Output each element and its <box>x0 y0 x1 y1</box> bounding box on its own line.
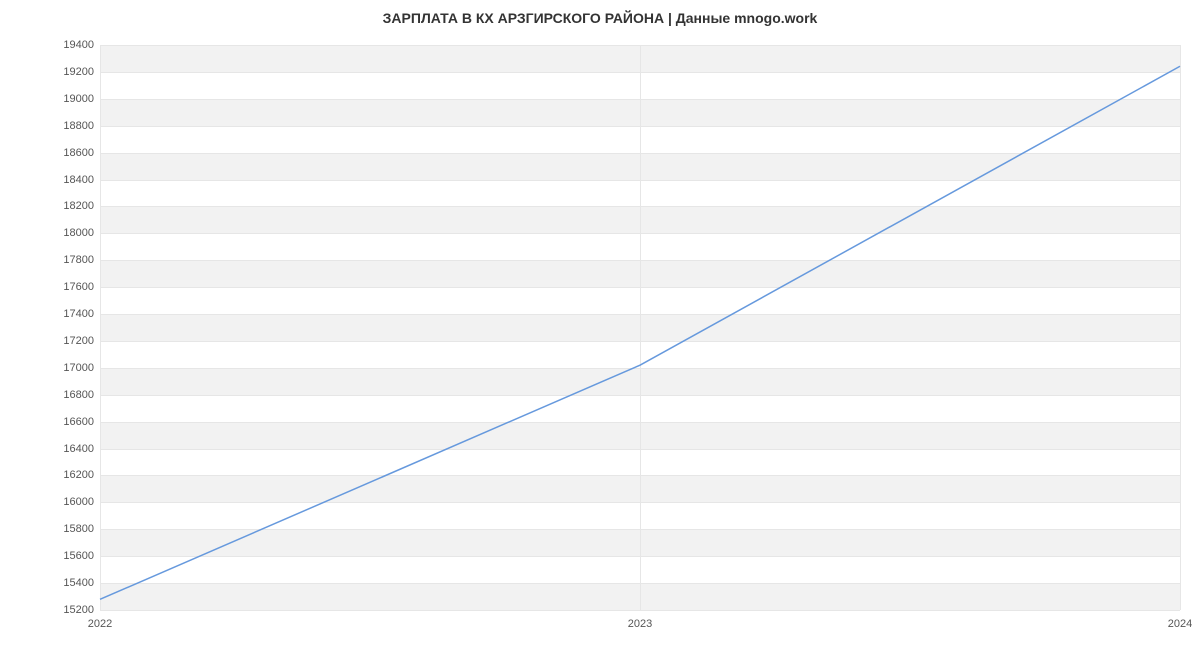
chart-title: ЗАРПЛАТА В КХ АРЗГИРСКОГО РАЙОНА | Данны… <box>0 0 1200 30</box>
y-tick-label: 17600 <box>4 281 94 293</box>
series-line-salary <box>100 66 1180 599</box>
y-tick-label: 15400 <box>4 577 94 589</box>
x-tick-label: 2024 <box>1168 618 1192 630</box>
y-tick-label: 18800 <box>4 120 94 132</box>
y-tick-label: 15200 <box>4 604 94 616</box>
line-layer <box>100 45 1180 610</box>
x-gridline <box>1180 45 1181 610</box>
y-tick-label: 16600 <box>4 416 94 428</box>
y-tick-label: 19400 <box>4 39 94 51</box>
y-tick-label: 17800 <box>4 254 94 266</box>
y-tick-label: 16000 <box>4 496 94 508</box>
y-gridline <box>100 610 1180 611</box>
y-tick-label: 15800 <box>4 523 94 535</box>
chart-container: ЗАРПЛАТА В КХ АРЗГИРСКОГО РАЙОНА | Данны… <box>0 0 1200 650</box>
y-tick-label: 16400 <box>4 443 94 455</box>
y-tick-label: 18200 <box>4 200 94 212</box>
y-tick-label: 18400 <box>4 174 94 186</box>
x-tick-label: 2023 <box>628 618 652 630</box>
x-tick-label: 2022 <box>88 618 112 630</box>
plot-area: 1520015400156001580016000162001640016600… <box>100 45 1180 610</box>
y-tick-label: 17000 <box>4 362 94 374</box>
y-tick-label: 19200 <box>4 66 94 78</box>
y-tick-label: 17400 <box>4 308 94 320</box>
y-tick-label: 18000 <box>4 227 94 239</box>
y-tick-label: 15600 <box>4 550 94 562</box>
y-tick-label: 19000 <box>4 93 94 105</box>
y-tick-label: 16800 <box>4 389 94 401</box>
y-tick-label: 18600 <box>4 147 94 159</box>
y-tick-label: 17200 <box>4 335 94 347</box>
y-tick-label: 16200 <box>4 469 94 481</box>
